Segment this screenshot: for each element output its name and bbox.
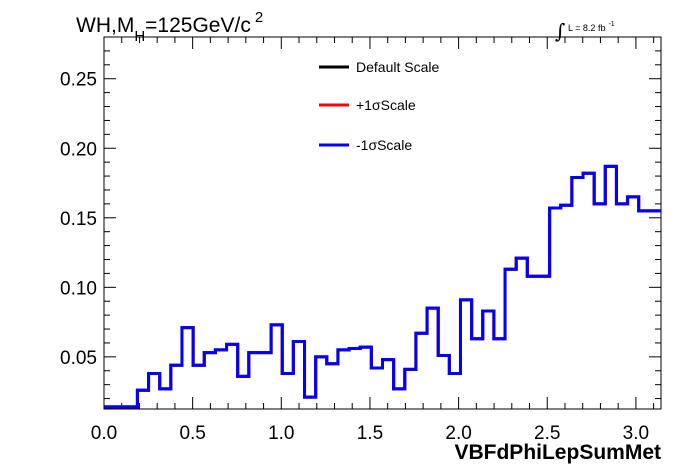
legend: Default Scale +1σScale -1σScale [319,59,439,153]
series-line-plus1sigma [104,164,661,409]
y-tick-label: 0.25 [60,70,97,91]
y-tick-label: 0.10 [60,278,97,299]
series-layer [104,164,661,409]
legend-label-plus1sigma: +1σScale [356,97,416,113]
y-tick-label: 0.15 [60,209,97,230]
y-tick-label: 0.20 [60,139,97,160]
series-line-default [104,164,661,409]
legend-label-default: Default Scale [356,59,439,75]
x-axis-title: VBFdPhiLepSumMet [454,441,661,464]
x-tick-label: 1.0 [268,423,294,444]
lumi-label: L = 8.2 fb -1 [568,21,615,33]
axis-ticks [103,36,661,409]
x-tick-label: 1.5 [357,423,383,444]
x-tick-label: 2.0 [445,423,471,444]
legend-label-minus1sigma: -1σScale [356,137,412,153]
plot-frame [103,36,662,410]
lumi-integral-symbol: ∫ [555,19,565,43]
title-superscript: 2 [255,9,263,26]
series-line-minus1sigma [104,164,661,409]
x-tick-label: 2.5 [534,423,560,444]
y-tick-label: 0.05 [60,348,97,369]
x-tick-label: 3.0 [623,423,649,444]
x-tick-label: 0.0 [91,423,117,444]
axis-tick-labels: 0.0 0.5 1.0 1.5 2.0 2.5 3.0 0.05 0.10 0.15 0.20 0.2… [60,70,649,444]
x-tick-label: 0.5 [179,423,205,444]
